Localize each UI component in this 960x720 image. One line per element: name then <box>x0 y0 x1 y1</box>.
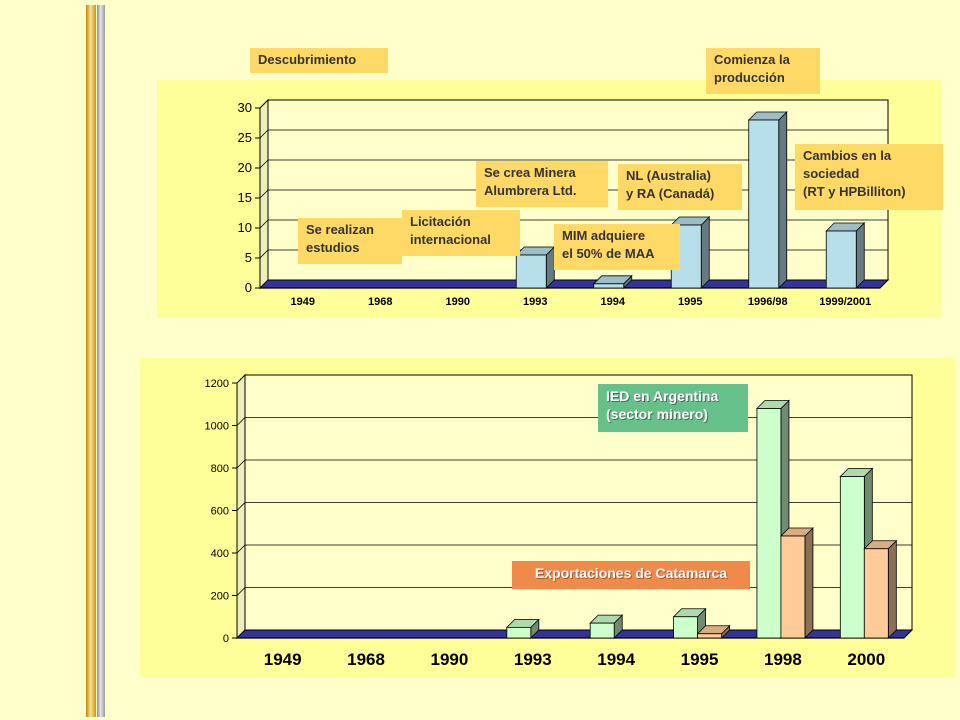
note-mim-adquiere: MIM adquiere el 50% de MAA <box>554 224 680 270</box>
x-tick-label: 2000 <box>847 650 885 669</box>
x-tick-label: 1998 <box>764 650 802 669</box>
gridline <box>259 99 888 109</box>
bar <box>780 535 806 639</box>
y-tick-label: 200 <box>211 591 229 603</box>
y-tick-label: 30 <box>238 100 252 115</box>
y-tick-label: 0 <box>223 633 229 645</box>
note-descubrimiento: Descubrimiento <box>250 48 388 73</box>
gridline <box>236 544 912 554</box>
bar <box>748 119 780 289</box>
y-tick-label: 600 <box>211 506 229 518</box>
bar <box>515 254 547 289</box>
x-tick-label: 1990 <box>431 650 469 669</box>
bar <box>697 633 722 639</box>
x-tick-label: 1994 <box>601 296 626 308</box>
gridline <box>236 374 912 384</box>
y-tick-label: 25 <box>238 130 252 145</box>
x-tick-label: 1999/2001 <box>819 296 871 308</box>
bar-side <box>804 527 814 639</box>
y-tick-label: 5 <box>245 250 252 265</box>
bar <box>825 230 857 289</box>
decorative-stripe-gold <box>86 5 96 717</box>
bar-side <box>887 539 897 639</box>
bar <box>863 548 889 639</box>
bar-side <box>700 216 710 289</box>
legend-ied-argentina: IED en Argentina (sector minero) <box>598 384 748 432</box>
x-tick-label: 1968 <box>368 296 392 308</box>
bar <box>756 408 782 639</box>
legend-exportaciones-catamarca: Exportaciones de Catamarca <box>512 561 750 589</box>
y-tick-label: 15 <box>238 190 252 205</box>
decorative-stripe-gray <box>97 5 105 717</box>
y-tick-label: 20 <box>238 160 252 175</box>
bar-side <box>778 111 788 289</box>
note-se-realizan-estudios: Se realizan estudios <box>298 218 402 264</box>
bottom-chart-panel: 0 200 400 600 800 1000 1200 1949 1968 1990 1993 199… <box>140 358 955 678</box>
gridline <box>236 502 912 511</box>
x-tick-label: 1993 <box>523 296 547 308</box>
x-tick-label: 1949 <box>291 296 315 308</box>
x-tick-label: 1994 <box>597 650 635 669</box>
x-tick-label: 1996/98 <box>748 296 788 308</box>
bar <box>673 616 698 639</box>
x-tick-label: 1995 <box>678 296 702 308</box>
gridline <box>259 129 888 139</box>
y-tick-label: 1200 <box>205 378 229 390</box>
bar <box>839 476 865 639</box>
y-tick-label: 1000 <box>205 421 229 433</box>
x-tick-label: 1968 <box>347 650 385 669</box>
bar <box>593 283 625 289</box>
y-tick-label: 10 <box>238 220 252 235</box>
bottom-bar-chart: 0 200 400 600 800 1000 1200 1949 1968 1990 1993 199… <box>205 373 914 669</box>
note-comienza-produccion: Comienza la producción <box>706 48 820 94</box>
bar <box>506 626 532 639</box>
bar-side <box>855 222 865 289</box>
x-tick-label: 1995 <box>681 650 719 669</box>
y-tick-label: 800 <box>211 463 229 475</box>
note-minera-alumbrera: Se crea Minera Alumbrera Ltd. <box>476 161 608 207</box>
y-tick-label: 0 <box>245 280 252 295</box>
note-cambios-sociedad: Cambios en la sociedad (RT y HPBilliton) <box>795 144 943 210</box>
gridline <box>259 159 888 169</box>
plot-floor <box>258 279 890 289</box>
note-nl-ra: NL (Australia) y RA (Canadá) <box>618 164 742 210</box>
y-tick-label: 400 <box>211 548 229 560</box>
gridline <box>236 459 912 469</box>
x-tick-label: 1990 <box>446 296 470 308</box>
x-tick-label: 1949 <box>264 650 302 669</box>
x-tick-label: 1993 <box>514 650 552 669</box>
bar <box>589 622 615 639</box>
note-licitacion-internacional: Licitación internacional <box>402 210 520 256</box>
